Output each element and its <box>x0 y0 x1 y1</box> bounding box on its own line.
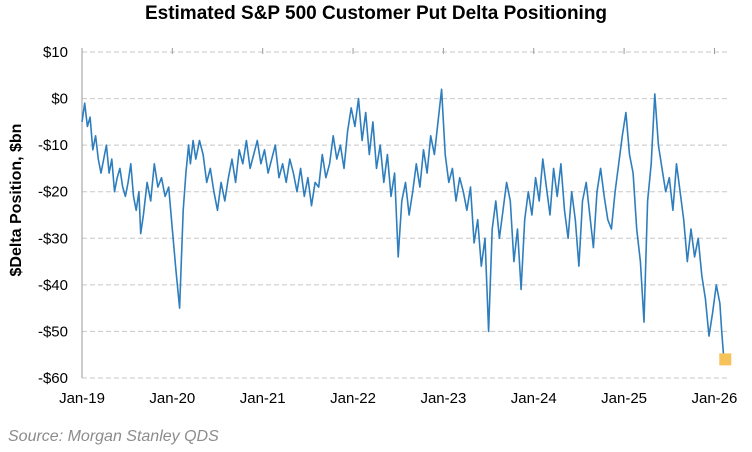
x-tick-label: Jan-25 <box>601 390 647 407</box>
y-tick-label: -$50 <box>38 323 68 340</box>
x-tick-label: Jan-24 <box>511 390 557 407</box>
source-note: Source: Morgan Stanley QDS <box>8 428 219 445</box>
y-tick-label: -$40 <box>38 277 68 294</box>
chart-title: Estimated S&P 500 Customer Put Delta Pos… <box>144 3 608 24</box>
y-tick-label: $0 <box>51 91 68 108</box>
y-tick-label: $10 <box>43 44 68 61</box>
axes <box>81 48 715 378</box>
x-tick-label: Jan-26 <box>692 390 738 407</box>
gridlines <box>82 51 728 379</box>
x-tick-labels: Jan-19 Jan-20 Jan-21 Jan-22 Jan-23 Jan-24 Jan-… <box>59 390 737 407</box>
y-tick-label: -$30 <box>38 230 68 247</box>
x-tick-label: Jan-20 <box>149 390 195 407</box>
y-tick-label: -$60 <box>38 370 68 387</box>
latest-value-marker <box>719 353 732 366</box>
series-layer <box>81 88 732 366</box>
y-tick-label: -$10 <box>38 137 68 154</box>
y-tick-labels: $10 $0 -$10 -$20 -$30 -$40 -$50 -$60 <box>38 44 68 387</box>
y-tick-label: -$20 <box>38 184 68 201</box>
x-tick-label: Jan-21 <box>240 390 286 407</box>
x-tick-label: Jan-22 <box>330 390 376 407</box>
x-tick-label: Jan-19 <box>59 390 105 407</box>
series-line <box>81 88 725 355</box>
x-tick-label: Jan-23 <box>420 390 466 407</box>
